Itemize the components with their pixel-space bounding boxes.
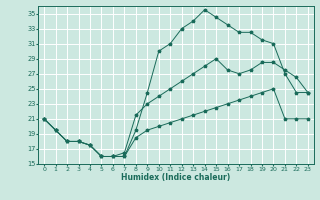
X-axis label: Humidex (Indice chaleur): Humidex (Indice chaleur) [121, 173, 231, 182]
